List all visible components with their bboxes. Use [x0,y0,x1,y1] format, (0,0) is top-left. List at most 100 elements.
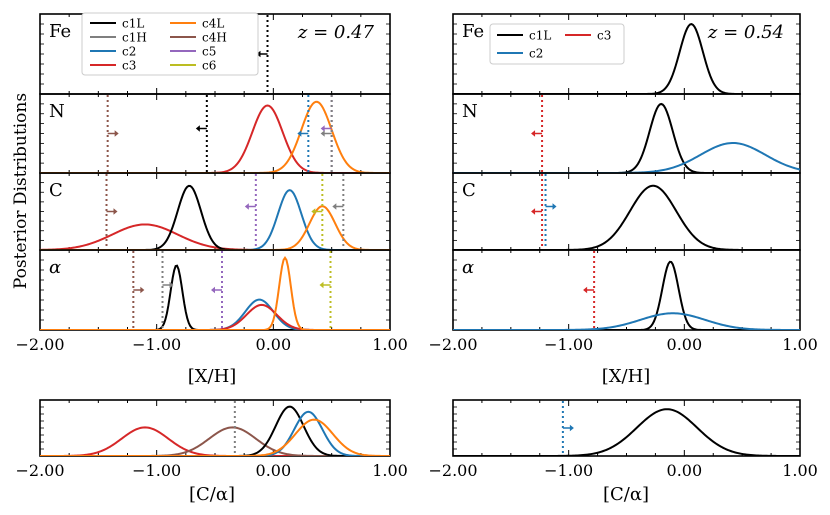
x-tick-label: 1.00 [782,461,818,480]
series-line-c2 [453,141,800,173]
legend-label-c3: c3 [597,29,611,43]
panel-frame [452,93,801,174]
limit-arrow-head-c3 [531,208,536,215]
series-line-c3 [40,223,390,250]
limit-arrow-head-c5 [244,203,249,210]
series-line-c1L [40,405,390,456]
x-tick-label: −2.00 [15,461,64,480]
limit-arrow-head-c2 [297,130,302,137]
series-line-c4L [40,100,390,173]
series-line-c3 [40,303,390,330]
panel-frame [452,249,801,331]
x-axis-label-left: [X/H] [188,366,237,387]
panel-left-alpha: −2.00 −1.00 0.00 1.00 α [15,249,408,354]
panel-frame [452,172,801,251]
x-tick-label: 0.00 [256,461,292,480]
element-label: N [462,101,478,122]
legend-label-c6: c6 [202,59,216,73]
limit-arrow-head-c4H [113,208,118,215]
legend-label-c4H: c4H [202,31,227,45]
limit-arrow-head-c3 [583,286,588,294]
legend-label-c2: c2 [122,45,136,59]
panel-right-C: C [452,172,801,251]
legend-left-frame [81,12,259,76]
limit-arrow-head-c1H [169,281,174,289]
legend-label-c2: c2 [529,47,543,61]
panel-frame [39,93,391,174]
element-label: Fe [462,21,484,42]
legend-label-c4L: c4L [202,17,224,31]
x-tick-label: 0.00 [667,461,703,480]
redshift-annotation: z = 0.47 [297,22,375,43]
ratio-axis-label-right: [C/α] [603,484,649,505]
limit-arrow-head-c2 [569,424,574,432]
panel-left-N: N [39,93,391,174]
x-tick-label: −2.00 [428,461,477,480]
x-axis-label-right: [X/H] [602,366,651,387]
limit-arrow-head-c1L [195,125,200,132]
limit-arrow-head-c3 [531,130,536,137]
x-tick-label: −2.00 [428,335,477,354]
legend-label-c1H: c1H [122,31,147,45]
series-line-c1L [453,102,800,173]
element-label: α [49,257,61,278]
x-tick-label: 0.00 [667,335,703,354]
x-tick-label: 1.00 [372,461,408,480]
element-label: Fe [49,21,71,42]
panel-left-C-alpha: −2.00 −1.00 0.00 1.00 [15,399,408,480]
series-line-c1L [453,260,800,330]
x-tick-label: −1.00 [132,461,181,480]
limit-arrow-head-c6 [311,208,316,215]
x-tick-label: 0.00 [256,335,292,354]
series-line-c2 [40,298,390,330]
x-tick-label: −1.00 [544,461,593,480]
panel-frame [39,399,391,457]
series-line-c1L [453,408,800,456]
series-line-c4L [40,205,390,250]
x-tick-label: −2.00 [15,335,64,354]
limit-arrow-head-c4H [140,286,145,294]
element-label: C [49,180,63,201]
legend-label-c1L: c1L [122,17,144,31]
limit-arrow-head-c4H [114,130,119,137]
panel-frame [39,172,391,251]
limit-arrow-head-c1H [332,203,337,210]
series-line-c1L [40,264,390,330]
limit-arrow-head-c5 [211,286,215,294]
panels-layer: Fe z = 0.47 N C −2.00 −1.00 0.00 1.00 α −2.00 −1.0… [15,13,818,480]
series-line-c2 [453,312,800,330]
x-tick-label: 1.00 [782,335,818,354]
y-axis-label: Posterior Distributions [11,93,31,289]
limit-arrow-head-c2 [552,203,557,210]
series-line-c4L [40,418,390,456]
limit-arrow-head-c1H [320,130,325,137]
x-tick-label: −1.00 [544,335,593,354]
legend-right: c1L c3 c2 [489,23,625,65]
element-label: C [462,180,476,201]
panel-right-N: N [452,93,801,174]
panel-left-C: C [39,172,391,251]
panel-right-alpha: −2.00 −1.00 0.00 1.00 α [428,249,818,354]
series-line-c1L [453,184,800,250]
limit-arrow-head-c5 [320,125,325,132]
panel-right-Fe: Fe z = 0.54 [452,13,801,95]
series-line-c4H [40,426,390,456]
panel-frame [452,399,801,457]
element-label: α [462,257,474,278]
legend-label-c5: c5 [202,45,216,59]
ratio-axis-label-left: [C/α] [189,484,235,505]
limit-arrow-head-c6 [319,281,324,289]
series-line-c4L [40,255,390,330]
x-tick-label: 1.00 [372,335,408,354]
series-line-c2 [40,189,390,250]
x-tick-label: −1.00 [132,335,181,354]
series-line-c1L [40,184,390,250]
legend-label-c1L: c1L [529,29,551,43]
legend-label-c3: c3 [122,59,136,73]
element-label: N [49,101,65,122]
series-line-c2 [40,410,390,456]
panel-right-C-alpha: −2.00 −1.00 0.00 1.00 [428,399,818,480]
redshift-annotation: z = 0.54 [707,22,784,43]
